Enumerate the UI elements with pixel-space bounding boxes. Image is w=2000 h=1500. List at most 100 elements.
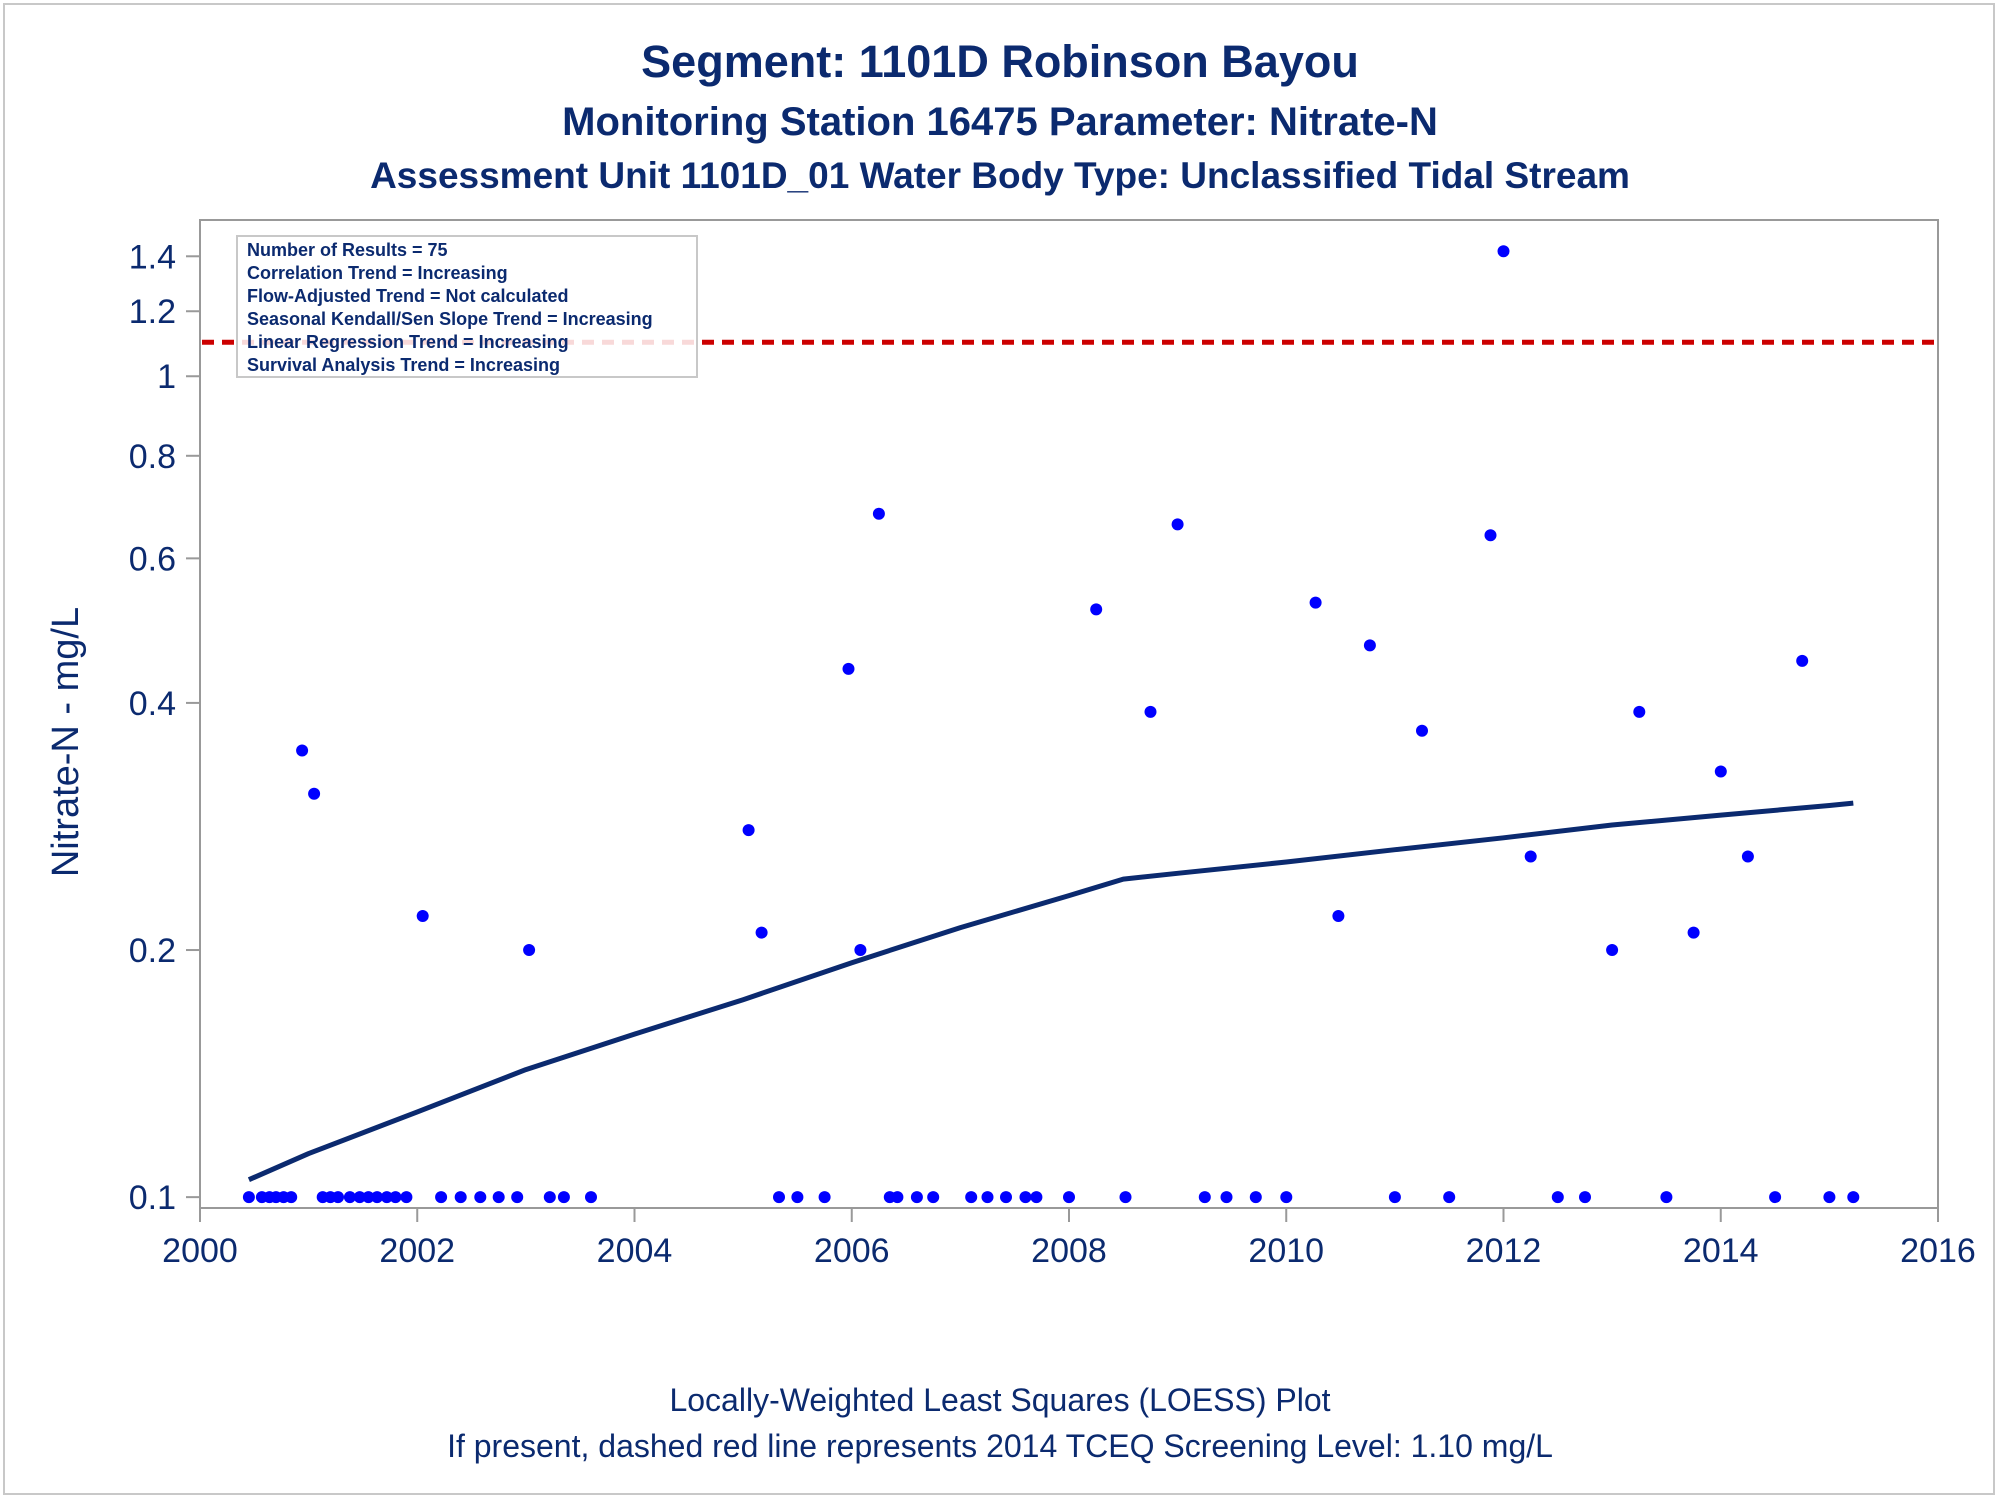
stats-linear-regression-trend: Linear Regression Trend = Increasing (247, 332, 569, 352)
x-tick-label: 2012 (1466, 1232, 1542, 1270)
data-point (353, 1191, 366, 1204)
data-point (543, 1191, 556, 1204)
data-point (965, 1191, 978, 1204)
data-point (557, 1191, 570, 1204)
y-tick-label: 0.4 (129, 685, 176, 723)
data-point (910, 1191, 923, 1204)
data-point (1332, 910, 1345, 922)
y-tick-label: 0.8 (129, 438, 176, 476)
data-point (1416, 724, 1428, 737)
data-point (371, 1191, 384, 1204)
chart-subtitle-assessment: Assessment Unit 1101D_01 Water Body Type… (370, 155, 1630, 196)
data-point (842, 662, 855, 675)
y-tick-label: 0.1 (129, 1179, 176, 1217)
stats-number-of-results: Number of Results = 75 (247, 240, 448, 260)
data-point (585, 1191, 597, 1204)
data-point (1144, 705, 1157, 718)
data-point (1484, 529, 1497, 542)
data-point (1249, 1191, 1262, 1204)
x-tick-label: 2002 (379, 1232, 455, 1270)
data-point (389, 1191, 402, 1204)
chart-subtitle-station: Monitoring Station 16475 Parameter: Nitr… (562, 100, 1438, 144)
data-point (927, 1191, 940, 1204)
stats-survival-analysis-trend: Survival Analysis Trend = Increasing (247, 355, 560, 375)
footnote-screening-level: If present, dashed red line represents 2… (447, 1428, 1553, 1464)
data-point (1019, 1191, 1032, 1204)
chart-title: Segment: 1101D Robinson Bayou (641, 36, 1359, 87)
data-point (285, 1191, 298, 1204)
data-point (1847, 1191, 1860, 1204)
data-point (891, 1191, 904, 1204)
data-point (791, 1191, 804, 1204)
data-points (242, 245, 1860, 1204)
data-point (981, 1191, 994, 1204)
data-point (1280, 1191, 1293, 1204)
data-point (1769, 1191, 1782, 1204)
data-point (1198, 1191, 1211, 1204)
data-point (242, 1191, 255, 1204)
data-point (362, 1191, 375, 1204)
x-tick-label: 2000 (162, 1232, 238, 1270)
data-point (1633, 705, 1646, 718)
x-tick-label: 2010 (1248, 1232, 1324, 1270)
y-tick-label: 1 (157, 358, 176, 396)
data-point (1090, 603, 1103, 616)
data-point (308, 787, 321, 800)
data-point (1823, 1191, 1836, 1204)
data-point (1497, 245, 1510, 258)
data-point (1388, 1191, 1401, 1204)
data-point (380, 1191, 393, 1204)
data-point (872, 507, 885, 520)
data-point (1579, 1191, 1591, 1204)
data-point (296, 744, 309, 757)
stats-flow-adjusted-trend: Flow-Adjusted Trend = Not calculated (247, 286, 569, 306)
data-point (1660, 1191, 1673, 1204)
data-point (1063, 1191, 1075, 1204)
y-tick-label: 0.6 (129, 540, 176, 578)
y-tick-label: 1.4 (129, 238, 176, 276)
data-point (1119, 1191, 1132, 1204)
data-point (511, 1191, 524, 1204)
x-tick-label: 2004 (597, 1232, 673, 1270)
stats-box: Number of Results = 75 Correlation Trend… (236, 235, 698, 378)
data-point (1714, 765, 1727, 778)
y-tick-label: 0.2 (129, 932, 176, 970)
data-point (1443, 1191, 1456, 1204)
data-point (1796, 654, 1809, 667)
stats-seasonal-kendall-trend: Seasonal Kendall/Sen Slope Trend = Incre… (247, 309, 653, 329)
data-point (1171, 518, 1184, 531)
data-point (1363, 639, 1376, 652)
data-point (1030, 1191, 1043, 1204)
footnote-loess: Locally-Weighted Least Squares (LOESS) P… (669, 1382, 1331, 1418)
data-point (1741, 850, 1754, 863)
data-point (1524, 850, 1537, 863)
x-axis: 2000 2002 2004 2006 2008 2010 2012 2014 2016 (162, 1208, 1976, 1270)
y-axis: 0.1 0.2 0.4 0.6 0.8 1 1.2 1.4 (129, 238, 200, 1217)
plot-area (199, 219, 1939, 1209)
data-point (818, 1191, 831, 1204)
data-point (1551, 1191, 1564, 1204)
data-point (1606, 944, 1619, 956)
data-point (1000, 1191, 1012, 1204)
stats-correlation-trend: Correlation Trend = Increasing (247, 263, 508, 283)
data-point (773, 1191, 785, 1204)
x-tick-label: 2008 (1031, 1232, 1107, 1270)
data-point (1309, 596, 1322, 609)
data-point (854, 944, 867, 956)
data-point (755, 926, 768, 939)
data-point (474, 1191, 487, 1204)
data-point (454, 1191, 467, 1204)
data-point (416, 910, 429, 922)
loess-group (247, 800, 1854, 1182)
loess-curve (247, 800, 1854, 1182)
data-point (400, 1191, 413, 1204)
stats-box-border (236, 235, 698, 378)
data-point (523, 944, 536, 956)
x-tick-label: 2006 (814, 1232, 890, 1270)
data-point (1687, 926, 1700, 939)
x-tick-label: 2016 (1900, 1232, 1976, 1270)
y-tick-label: 1.2 (129, 293, 176, 331)
data-point (332, 1191, 344, 1204)
data-point (1220, 1191, 1233, 1204)
